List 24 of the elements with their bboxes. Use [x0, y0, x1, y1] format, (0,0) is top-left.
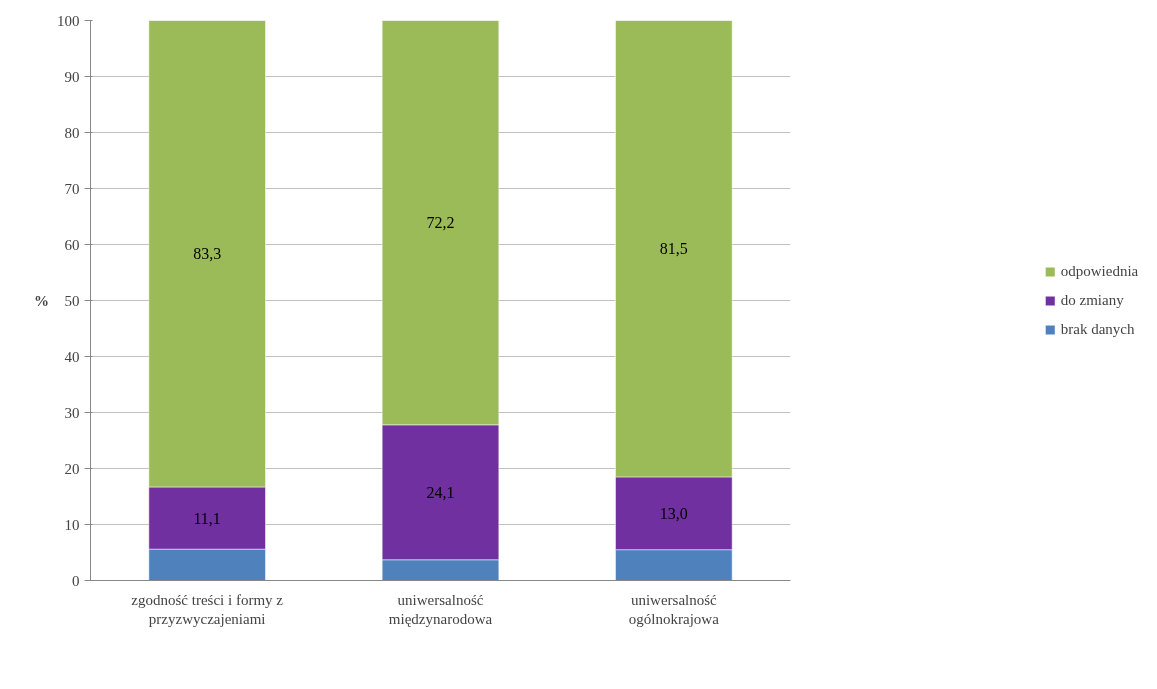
y-tick-label: 80 — [64, 124, 80, 141]
data-label: 81,5 — [659, 240, 688, 258]
y-tick-label: 20 — [64, 460, 80, 477]
y-tick-label: 60 — [64, 236, 80, 253]
x-tick-label: uniwersalność międzynarodowa — [388, 591, 493, 627]
y-tick-label: 50 — [64, 292, 80, 309]
data-label: 11,1 — [193, 509, 221, 527]
y-tick-label: 10 — [64, 516, 80, 533]
data-label: 24,1 — [426, 483, 455, 501]
x-tick-label: zgodność treści i formy z przyzwyczajeniami — [131, 591, 284, 627]
legend-label: brak danych — [1060, 320, 1135, 338]
y-tick-label: 0 — [72, 572, 80, 589]
y-tick-label: 100 — [57, 12, 80, 29]
x-tick-label: uniwersalność ogólnokrajowa — [628, 591, 720, 627]
data-label: 72,2 — [426, 214, 455, 232]
legend-label: odpowiednia — [1060, 262, 1139, 280]
data-label: 83,3 — [193, 245, 222, 263]
y-tick-label: 70 — [64, 180, 80, 197]
y-tick-label: 40 — [64, 348, 80, 365]
data-label: 13,0 — [659, 504, 688, 522]
y-tick-label: 30 — [64, 404, 80, 421]
y-tick-label: 90 — [64, 68, 80, 85]
y-axis-title: % — [34, 292, 49, 309]
legend-label: do zmiany — [1060, 291, 1124, 309]
